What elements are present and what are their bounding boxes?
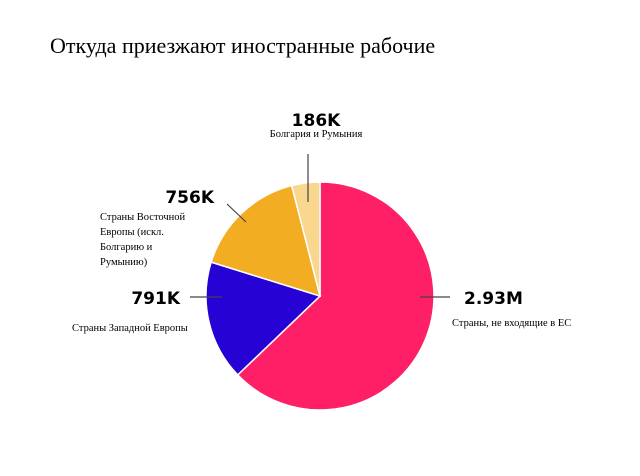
chart-title: Откуда приезжают иностранные рабочие [50, 33, 436, 58]
category-label-3-line-0: Болгария и Румыния [270, 129, 363, 140]
pie-slice-3 [290, 181, 321, 297]
category-label-0-line-0: Страны, не входящие в ЕС [452, 318, 571, 329]
pie-slice-1 [205, 261, 322, 376]
category-label-2-line-2: Болгарию и [100, 242, 153, 253]
category-label-2-line-0: Страны Восточной [100, 212, 186, 223]
category-label-2-line-1: Европы (искл. [100, 227, 164, 238]
pie-slices [205, 181, 435, 411]
category-label-1-line-0: Страны Западной Европы [72, 323, 188, 334]
value-label-0: 2.93M [464, 289, 523, 309]
slice-labels: 2.93M Страны, не входящие в ЕС 791K Страны … [72, 111, 571, 334]
leader-lines [190, 154, 450, 298]
leader-line-2 [226, 203, 247, 223]
pie-slice-0 [236, 181, 435, 411]
pie-slice-2 [210, 184, 322, 298]
category-label-2-line-3: Румынию) [100, 257, 148, 268]
value-label-2: 756K [165, 188, 214, 208]
value-label-3: 186K [292, 111, 341, 131]
value-label-1: 791K [131, 289, 180, 309]
